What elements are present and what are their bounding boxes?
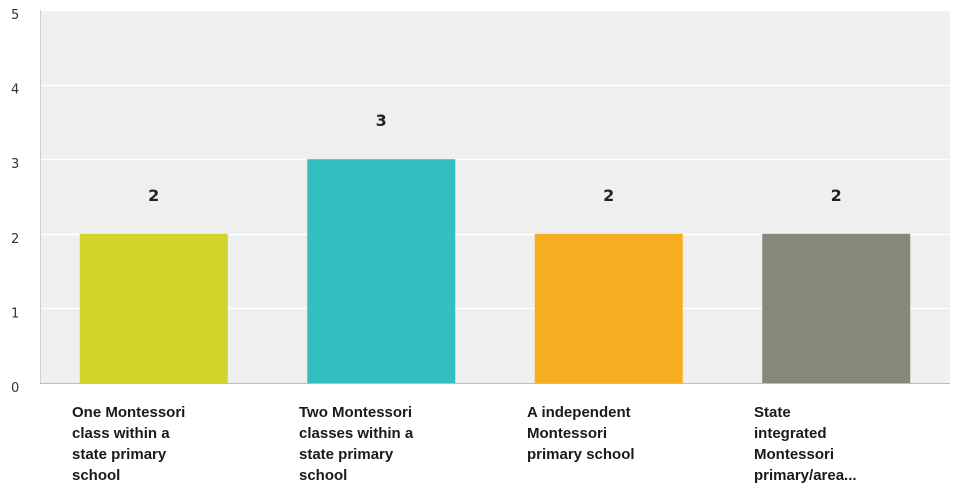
x-category-label-line: school [299,467,348,484]
y-tick-label: 0 [11,381,19,396]
bar [534,233,683,383]
y-tick-label: 4 [11,83,19,98]
bar [307,159,456,383]
x-category-label-line: One Montessori [72,404,186,421]
x-category-label: Two Montessori classes within a state prim… [299,402,479,486]
x-category-label-line: Montessori [527,425,608,442]
x-category-label-line: classes within a [299,425,414,442]
x-category-label: One Montessori class within a state primar… [72,402,252,486]
bar [762,233,911,383]
data-labels: 2 3 2 2 [148,111,842,205]
bar-value-label: 2 [831,186,842,205]
y-tick-label: 1 [11,306,19,321]
x-category-label-line: Two Montessori [299,404,413,421]
x-category-label-line: State [754,404,791,421]
y-axis-tick-labels: 0 1 2 3 4 5 [11,8,19,396]
y-tick-label: 3 [11,157,19,172]
x-category-label-line: state primary [299,446,394,463]
x-category-label-line: primary/area... [754,467,857,484]
x-category-label: A independent Montessori primary school [527,402,707,465]
bar-value-label: 3 [376,111,387,130]
y-tick-label: 5 [11,8,19,23]
x-category-label-line: A independent [527,404,631,421]
x-category-label-line: integrated [754,425,827,442]
x-category-label-line: class within a [72,425,170,442]
y-tick-label: 2 [11,232,19,247]
x-category-label-line: state primary [72,446,167,463]
bars [79,159,911,383]
x-category-label-line: school [72,467,121,484]
x-category-label-line: primary school [527,446,635,463]
bar-value-label: 2 [148,186,159,205]
bar-value-label: 2 [603,186,614,205]
x-category-label-line: Montessori [754,446,835,463]
bar [79,233,228,383]
x-category-label: State integrated Montessori primary/area... [754,402,934,486]
